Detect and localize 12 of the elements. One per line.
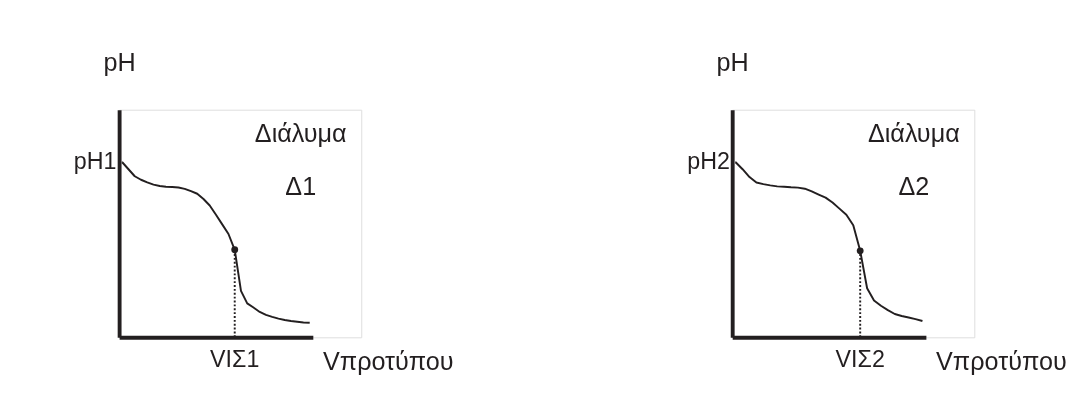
x-axis-title: Vπροτύπου (936, 346, 1067, 375)
text: Διάλυμα (254, 118, 347, 147)
text: VΙΣ2 (835, 346, 885, 373)
y-axis-title: pH (716, 48, 749, 77)
annotation: Δ2 (898, 171, 930, 200)
text: pH2 (687, 148, 730, 175)
text: pH1 (73, 148, 117, 175)
x-axis-title: Vπροτύπου (323, 346, 454, 375)
text: VΙΣ1 (210, 346, 260, 373)
y-axis-title: pH (103, 48, 136, 77)
annotation: Δ1 (285, 171, 317, 200)
text: Διάλυμα (867, 118, 960, 147)
